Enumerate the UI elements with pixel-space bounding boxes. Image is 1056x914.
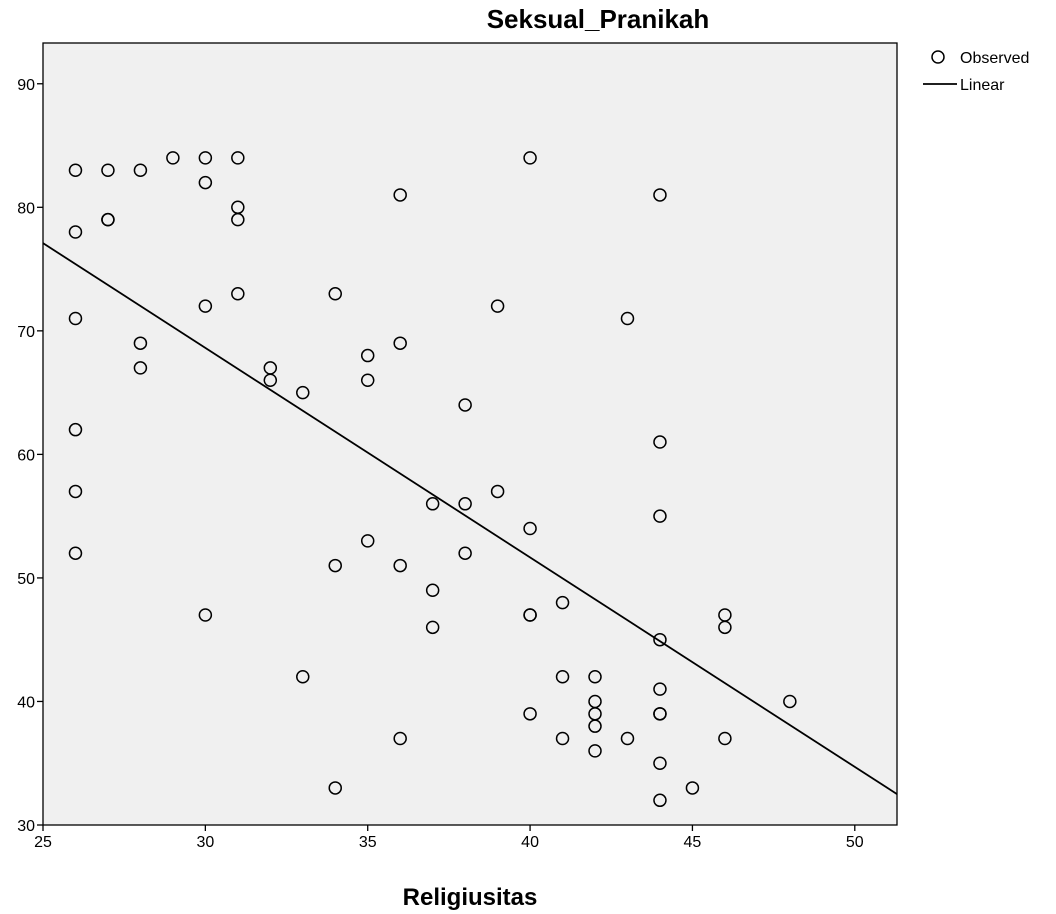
legend-linear-label: Linear bbox=[960, 77, 1005, 94]
data-point bbox=[296, 670, 310, 684]
data-point bbox=[718, 731, 732, 746]
data-point bbox=[653, 509, 667, 523]
data-point bbox=[68, 163, 83, 177]
data-point bbox=[198, 608, 213, 622]
data-point bbox=[653, 793, 667, 808]
data-point bbox=[620, 311, 635, 326]
data-point bbox=[68, 484, 83, 499]
data-point bbox=[328, 558, 342, 573]
data-point bbox=[490, 299, 505, 313]
data-point bbox=[653, 756, 667, 770]
data-point bbox=[296, 385, 310, 400]
data-point bbox=[263, 373, 278, 388]
data-point bbox=[555, 595, 570, 610]
y-tick-label: 70 bbox=[17, 324, 35, 341]
plot-area bbox=[42, 42, 898, 826]
data-point bbox=[166, 151, 180, 165]
data-point bbox=[425, 620, 440, 635]
data-point bbox=[393, 731, 407, 746]
x-tick-label: 25 bbox=[34, 834, 52, 851]
data-point bbox=[783, 694, 797, 709]
linear-fit bbox=[42, 242, 898, 795]
x-axis-title: Religiusitas bbox=[403, 884, 538, 911]
data-point bbox=[685, 781, 700, 795]
data-point bbox=[68, 311, 83, 326]
data-point bbox=[231, 212, 245, 227]
data-point bbox=[393, 558, 407, 573]
data-point bbox=[360, 534, 375, 548]
data-point bbox=[653, 435, 667, 449]
data-point bbox=[718, 620, 732, 635]
regression-line bbox=[42, 242, 898, 795]
data-point bbox=[68, 422, 83, 437]
data-point bbox=[458, 398, 472, 412]
data-point bbox=[458, 497, 472, 511]
x-tick-label: 35 bbox=[359, 834, 377, 851]
y-tick-label: 90 bbox=[17, 77, 35, 94]
data-point bbox=[393, 336, 407, 350]
data-point bbox=[328, 287, 342, 301]
data-point bbox=[133, 336, 148, 350]
data-point bbox=[425, 583, 440, 598]
data-point bbox=[523, 608, 537, 622]
y-tick-label: 60 bbox=[17, 447, 35, 464]
y-tick-label: 50 bbox=[17, 571, 35, 588]
data-point bbox=[588, 670, 602, 684]
legend: Observed Linear bbox=[923, 50, 1029, 94]
y-tick-label: 80 bbox=[17, 200, 35, 217]
data-point bbox=[101, 212, 115, 227]
data-point bbox=[231, 151, 245, 165]
data-point bbox=[555, 670, 570, 684]
data-point bbox=[653, 188, 667, 202]
data-point bbox=[425, 497, 440, 511]
legend-observed-marker bbox=[931, 50, 945, 64]
data-point bbox=[133, 361, 148, 375]
data-point bbox=[555, 731, 570, 746]
data-point bbox=[393, 188, 407, 202]
data-point bbox=[490, 484, 505, 499]
data-point bbox=[68, 225, 83, 239]
x-tick-label: 40 bbox=[521, 834, 539, 851]
data-point bbox=[360, 348, 375, 363]
x-tick-label: 45 bbox=[684, 834, 702, 851]
data-point bbox=[328, 781, 342, 795]
observed-points bbox=[68, 151, 797, 808]
data-point bbox=[523, 707, 537, 721]
data-point bbox=[653, 707, 667, 721]
data-point bbox=[101, 163, 115, 177]
data-point bbox=[68, 546, 83, 560]
data-point bbox=[523, 151, 537, 165]
x-tick-label: 50 bbox=[846, 834, 864, 851]
y-axis: 30 40 50 60 70 80 90 bbox=[17, 77, 43, 835]
data-point bbox=[360, 373, 375, 388]
x-axis: 25 30 35 40 45 50 bbox=[34, 825, 864, 851]
data-point bbox=[198, 151, 213, 165]
data-point bbox=[653, 632, 667, 647]
legend-observed-label: Observed bbox=[960, 50, 1029, 67]
x-tick-label: 30 bbox=[196, 834, 214, 851]
data-point bbox=[198, 175, 213, 190]
data-point bbox=[588, 719, 602, 733]
data-point bbox=[523, 521, 537, 536]
data-point bbox=[133, 163, 148, 177]
data-point bbox=[653, 682, 667, 696]
data-point bbox=[231, 287, 245, 301]
data-point bbox=[458, 546, 472, 560]
data-point bbox=[588, 744, 602, 758]
data-point bbox=[620, 731, 635, 746]
y-tick-label: 30 bbox=[17, 818, 35, 835]
data-point bbox=[198, 299, 213, 313]
chart-title: Seksual_Pranikah bbox=[487, 4, 710, 34]
y-tick-label: 40 bbox=[17, 694, 35, 711]
